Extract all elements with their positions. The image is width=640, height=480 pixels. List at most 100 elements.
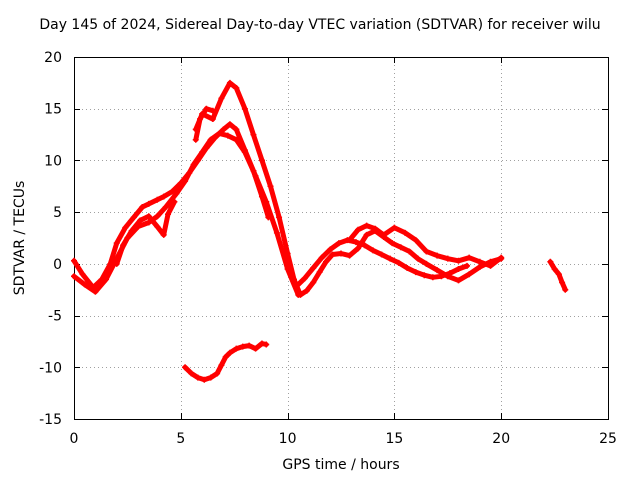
data-point [220,126,227,133]
data-point [182,178,189,185]
data-point [162,203,169,210]
data-point [226,79,233,86]
data-point [226,121,233,128]
x-tick-label: 25 [599,431,617,447]
data-point [160,193,167,200]
data-point [120,242,127,249]
data-point [214,370,221,377]
y-tick-label: 10 [44,153,62,169]
data-point [139,203,146,210]
data-point [455,277,462,284]
data-point [241,149,248,156]
data-point [318,254,325,261]
data-point [222,353,229,360]
data-point [355,226,362,233]
series-track-c [192,79,505,298]
series-line [193,80,504,298]
data-point [423,260,430,267]
data-point [412,269,419,276]
data-point [203,105,210,112]
data-point [297,291,304,298]
data-point [241,105,248,112]
data-point [252,172,259,179]
data-point [414,255,421,262]
data-point [363,231,370,238]
data-point [250,131,257,138]
data-point [137,217,144,224]
data-point [555,271,562,278]
data-point [113,240,120,247]
y-tick-label: -5 [48,309,62,325]
x-axis-label: GPS time / hours [282,457,400,473]
data-point [192,136,199,143]
data-point [387,255,394,262]
data-point [434,267,441,274]
data-point [199,149,206,156]
data-point [71,273,77,280]
data-point [216,130,223,137]
data-point [406,248,413,255]
data-point [169,188,176,195]
plot-frame [74,57,609,420]
data-point [145,213,152,220]
data-point [466,254,473,261]
x-tick-label: 15 [385,431,403,447]
data-point [190,161,197,168]
data-point [370,247,377,254]
series-track-i [547,258,569,293]
data-point [421,272,428,279]
data-point [455,266,462,273]
series-line [347,223,504,269]
data-point [145,200,152,207]
data-point [404,264,411,271]
data-point [267,183,274,190]
data-point [164,211,171,218]
data-point [171,198,178,205]
data-point [562,286,569,293]
data-point [284,250,291,257]
data-point [487,262,494,269]
y-tick-label: 5 [53,205,62,221]
data-point [154,196,161,203]
data-point [559,279,566,286]
data-point [218,362,225,369]
data-point [395,259,402,266]
series-line [293,237,470,290]
data-point [113,260,120,267]
data-point [402,229,409,236]
data-point [258,157,265,164]
data-point [258,340,265,347]
data-point [194,374,201,381]
y-tick-label: -10 [39,360,62,376]
data-point [389,240,396,247]
data-point [154,223,161,230]
data-point [233,126,240,133]
data-point [276,214,283,221]
data-point [182,364,189,371]
data-point [361,242,368,249]
data-point [412,237,419,244]
series-track-h [182,340,270,383]
data-point [327,246,334,253]
data-point [397,244,404,251]
x-tick-label: 10 [279,431,297,447]
data-point [498,254,505,261]
data-point [547,258,554,265]
chart-title: Day 145 of 2024, Sidereal Day-to-day VTE… [39,17,601,33]
data-point [263,198,270,205]
data-point [273,229,280,236]
data-point [207,136,214,143]
series-line [114,199,177,267]
data-point [209,116,216,123]
data-point [130,214,137,221]
data-point [303,287,310,294]
x-tick-label: 20 [492,431,510,447]
data-point [429,274,436,281]
data-point [323,258,330,265]
series-track-g [192,105,216,143]
data-point [263,341,270,348]
data-point [291,276,298,283]
y-axis-label: SDTVAR / TECUs [12,180,28,296]
data-point [423,248,430,255]
data-point [239,343,246,350]
